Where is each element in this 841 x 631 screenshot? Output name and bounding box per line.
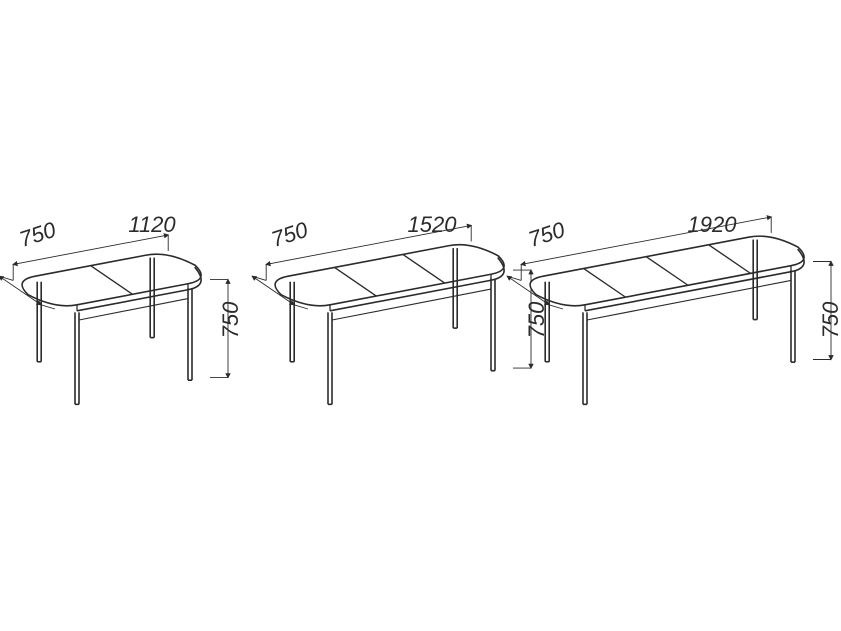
- table-two-leaves: [530, 236, 804, 404]
- svg-text:750: 750: [218, 301, 243, 338]
- drawing-canvas: 750112075075015207507501920750: [0, 0, 841, 631]
- technical-drawing-svg: 750112075075015207507501920750: [0, 0, 841, 631]
- svg-text:1120: 1120: [128, 212, 176, 237]
- svg-text:1920: 1920: [688, 212, 738, 237]
- svg-text:750: 750: [525, 217, 568, 252]
- table-closed: [22, 254, 201, 404]
- svg-text:750: 750: [268, 217, 311, 252]
- svg-text:750: 750: [16, 217, 59, 252]
- svg-text:1520: 1520: [408, 212, 458, 237]
- svg-text:750: 750: [818, 301, 841, 338]
- table-one-leaf: [275, 245, 504, 405]
